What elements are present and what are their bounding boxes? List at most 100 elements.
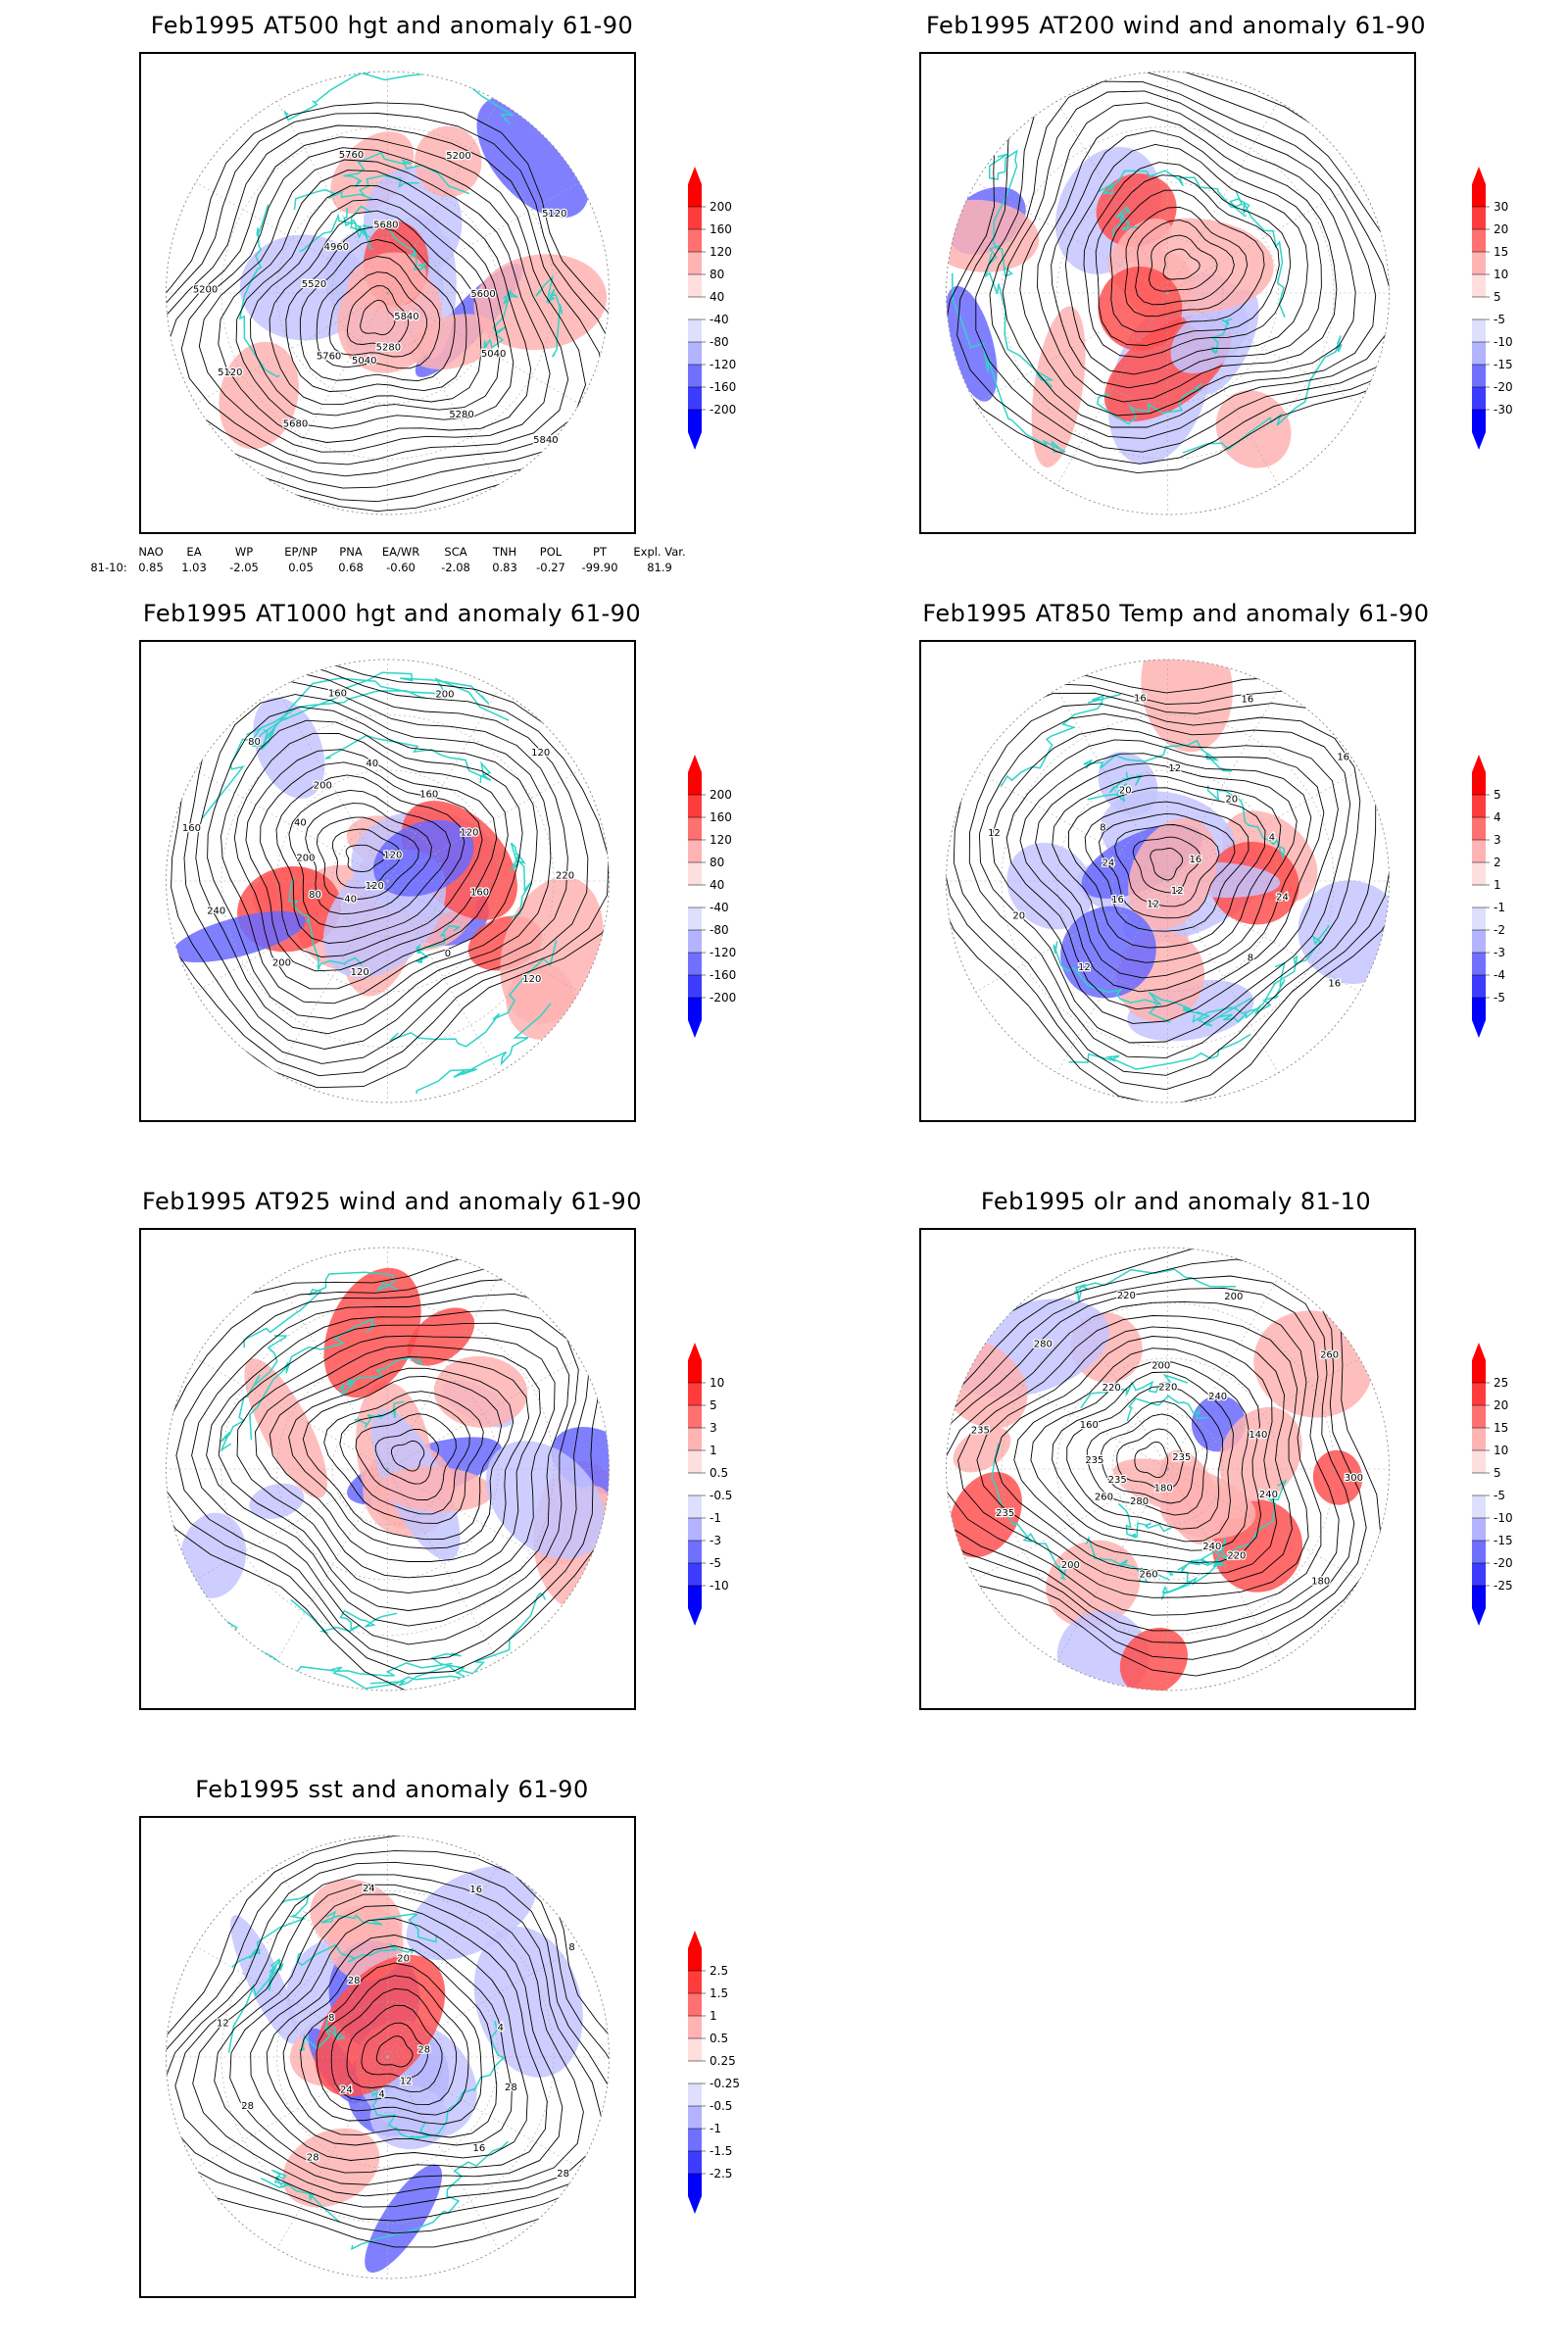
value-pol: -0.27 bbox=[536, 561, 565, 574]
coastline bbox=[483, 289, 518, 350]
header-tnh: TNH bbox=[492, 545, 517, 559]
contours bbox=[166, 660, 610, 1089]
colorbar: 200 160 120 80 40 -40 -80 -120 -160 -200 bbox=[676, 167, 774, 461]
colorbar-label: -15 bbox=[1494, 1534, 1513, 1547]
contour-label: 200 bbox=[435, 690, 454, 701]
contour-label: 240 bbox=[1208, 1392, 1227, 1402]
contour-label: 4 bbox=[378, 2089, 384, 2100]
colorbar-label: -4 bbox=[1494, 968, 1505, 982]
contour-line bbox=[1051, 129, 1322, 389]
contour-line bbox=[361, 2022, 428, 2079]
anomaly-shading bbox=[347, 252, 426, 312]
value-expl-var: 81.9 bbox=[647, 561, 672, 574]
contour-label: 200 bbox=[272, 957, 291, 968]
colorbar-label: -20 bbox=[1494, 1556, 1513, 1570]
contour-line bbox=[1064, 143, 1308, 375]
colorbar-label: -15 bbox=[1494, 358, 1513, 371]
colorbar-bin bbox=[688, 2151, 702, 2174]
contour-line bbox=[1030, 1361, 1250, 1551]
contour-line bbox=[1150, 848, 1184, 881]
contour-line bbox=[374, 1428, 440, 1485]
contour-label: 5040 bbox=[352, 356, 376, 367]
colorbar-label: 200 bbox=[710, 200, 732, 214]
contour-label: 80 bbox=[309, 890, 321, 901]
colorbar-bin bbox=[1472, 252, 1486, 274]
panel-sst: Feb1995 sst and anomaly 61-90 28 24 20 16 12… bbox=[0, 1764, 784, 2352]
contours bbox=[946, 72, 1390, 474]
colorbar-label: 0.5 bbox=[710, 1466, 728, 1480]
contours bbox=[166, 102, 610, 513]
panel-at925-wind: Feb1995 AT925 wind and anomaly 61-90 10 5… bbox=[0, 1176, 784, 1764]
contour-label: 16 bbox=[1134, 693, 1147, 704]
contour-label: 5200 bbox=[446, 151, 470, 162]
contour-line bbox=[166, 660, 610, 1077]
colorbar: 5 4 3 2 1 -1 -2 -3 -4 -5 bbox=[1460, 755, 1558, 1049]
colorbar-label: -5 bbox=[1494, 1489, 1505, 1502]
colorbar-label: 160 bbox=[710, 810, 732, 824]
coastline bbox=[231, 1893, 310, 1969]
colorbar-label: 80 bbox=[710, 268, 724, 281]
contour-label: 220 bbox=[1117, 1291, 1136, 1301]
colorbar-label: 5 bbox=[710, 1398, 717, 1412]
contour-label: 5280 bbox=[376, 342, 401, 353]
coastline bbox=[1073, 1268, 1237, 1302]
anomaly-shading bbox=[1116, 219, 1172, 264]
latitude-circle bbox=[1056, 1357, 1279, 1581]
coastline bbox=[1068, 1033, 1251, 1070]
colorbar-bin bbox=[1472, 319, 1486, 342]
contour-line bbox=[1052, 774, 1282, 963]
colorbar-bin bbox=[1472, 1586, 1486, 1608]
anomaly-shading bbox=[365, 2164, 443, 2274]
colorbar-bin bbox=[1472, 1428, 1486, 1450]
contour-label: 28 bbox=[557, 2169, 569, 2180]
contour-line bbox=[339, 1399, 470, 1515]
contour-label: 120 bbox=[351, 967, 369, 978]
colorbar-bin bbox=[688, 975, 702, 998]
teleconnection-header-row: NAO EA WP EP/NP PNA EA/WR SCA TNH POL PT… bbox=[88, 544, 715, 560]
colorbar-label: 80 bbox=[710, 856, 724, 869]
contour-label: 0 bbox=[445, 949, 451, 959]
contour-label: 5520 bbox=[302, 279, 326, 290]
contour-label: 5840 bbox=[394, 312, 418, 322]
anomaly-shading bbox=[230, 1915, 298, 2044]
colorbar-label: -40 bbox=[710, 901, 729, 914]
row-label: 81-10: bbox=[90, 561, 127, 574]
colorbar-bin bbox=[1472, 1518, 1486, 1541]
colorbar-bin bbox=[688, 207, 702, 229]
latitude-circle bbox=[1001, 1302, 1335, 1636]
colorbar-label: -1 bbox=[1494, 901, 1505, 914]
contour-label: 16 bbox=[469, 1885, 482, 1895]
contour-label: 4 bbox=[498, 2023, 504, 2034]
contour-line bbox=[192, 1884, 584, 2197]
colorbar-bin bbox=[688, 795, 702, 817]
contour-line bbox=[1116, 1428, 1184, 1491]
colorbar-bin bbox=[688, 365, 702, 387]
contour-line bbox=[245, 749, 498, 972]
contour-label: 12 bbox=[400, 2076, 413, 2086]
colorbar-label: 1 bbox=[710, 2009, 717, 2023]
coastline bbox=[290, 1598, 398, 1635]
contour-label: 5040 bbox=[481, 349, 506, 360]
header-pna: PNA bbox=[339, 545, 363, 559]
coastline bbox=[414, 924, 462, 964]
colorbar-svg: 2.5 1.5 1 0.5 0.25 -0.25 -0.5 -1 -1.5 -2.5 bbox=[688, 1931, 740, 2214]
value-tnh: 0.83 bbox=[492, 561, 517, 574]
colorbar-label: -25 bbox=[1494, 1579, 1513, 1592]
colorbar-bin bbox=[688, 387, 702, 410]
contour-line bbox=[375, 2035, 414, 2068]
contour-line bbox=[166, 102, 610, 513]
value-epnp: 0.05 bbox=[288, 561, 314, 574]
contour-line bbox=[206, 1309, 579, 1627]
colorbar-label: -80 bbox=[710, 335, 729, 349]
colorbar-label: -2.5 bbox=[710, 2167, 732, 2180]
anomaly-shading bbox=[500, 876, 604, 1024]
contour-line bbox=[275, 774, 466, 944]
contour-label: 24 bbox=[1276, 892, 1289, 903]
contour-line bbox=[1037, 116, 1338, 403]
colorbar-bin bbox=[688, 1383, 702, 1405]
anomaly-shading bbox=[1031, 306, 1086, 467]
colorbar-bin bbox=[688, 862, 702, 885]
coastlines bbox=[991, 1268, 1288, 1600]
value-pt: -99.90 bbox=[581, 561, 618, 574]
coastline bbox=[299, 205, 372, 253]
